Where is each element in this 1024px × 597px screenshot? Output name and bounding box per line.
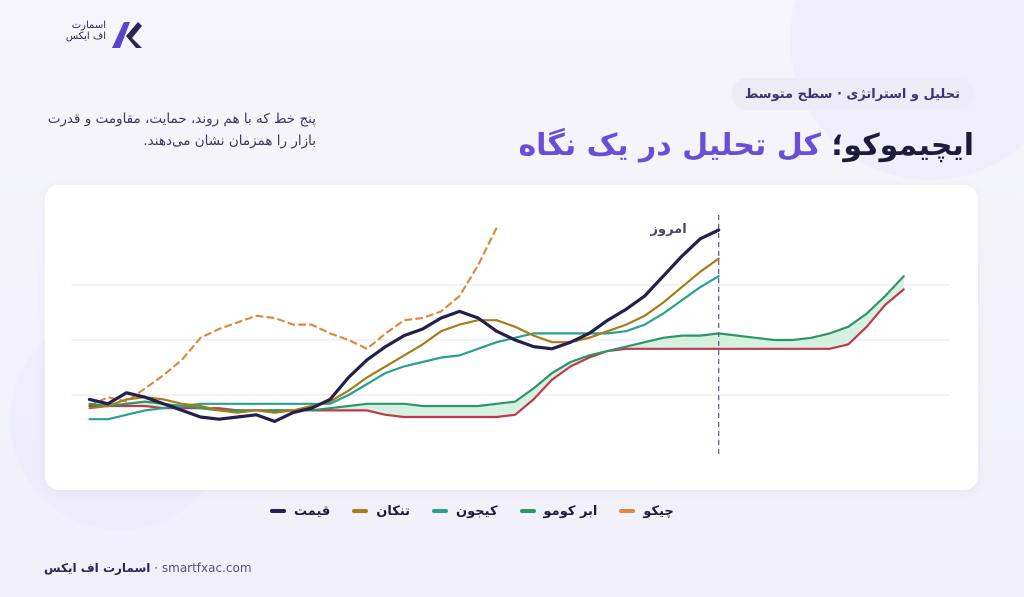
logo-text: اسمارت اف ایکس bbox=[65, 20, 106, 42]
legend-swatch bbox=[432, 509, 449, 513]
kumo-cloud-segment bbox=[441, 406, 460, 417]
legend-swatch bbox=[519, 509, 536, 513]
category-pill: تحلیل و استراتژی · سطح متوسط bbox=[730, 78, 974, 110]
legend-label: چیکو bbox=[643, 503, 674, 519]
kumo-cloud-segment bbox=[422, 406, 442, 417]
legend-label: قیمت bbox=[294, 503, 331, 519]
kumo-cloud-segment bbox=[663, 335, 682, 349]
description-text: پنج خط که با هم روند، حمایت، مقاومت و قد… bbox=[47, 111, 316, 149]
series-line bbox=[88, 288, 905, 419]
kumo-cloud-segment bbox=[681, 335, 701, 349]
kumo-cloud-segment bbox=[718, 333, 738, 349]
title-part-accent: کل تحلیل در یک نگاه bbox=[518, 128, 821, 163]
kumo-cloud-segment bbox=[866, 296, 886, 327]
brand-mark-icon bbox=[112, 22, 142, 48]
legend-item: قیمت bbox=[270, 504, 330, 519]
chart-legend: قیمت تنکان کیجون ابر کومو چیکو bbox=[270, 500, 750, 522]
chart-card: امروز bbox=[45, 185, 978, 490]
legend-item: کیجون bbox=[432, 503, 498, 519]
kumo-cloud-segment bbox=[700, 333, 719, 349]
kumo-cloud-segment bbox=[737, 335, 756, 349]
kumo-cloud-segment bbox=[404, 403, 423, 417]
kumo-cloud-segment bbox=[496, 401, 516, 417]
footer-brand: اسمارت اف ایکس bbox=[44, 561, 151, 575]
legend-item: تنکان bbox=[352, 504, 410, 519]
kumo-cloud-segment bbox=[385, 403, 405, 417]
legend-swatch bbox=[270, 509, 286, 513]
legend-swatch bbox=[352, 509, 369, 513]
footer: اسمارت اف ایکس · smartfxac.com bbox=[44, 561, 252, 575]
legend-label: ابر کومو bbox=[543, 503, 598, 519]
series-line bbox=[88, 257, 720, 414]
kumo-cloud-segment bbox=[459, 406, 479, 417]
kumo-cloud-segment bbox=[848, 313, 867, 345]
legend-label: کیجون bbox=[456, 503, 498, 519]
legend-swatch bbox=[619, 509, 636, 513]
kumo-cloud-segment bbox=[367, 403, 386, 415]
kumo-cloud-segment bbox=[478, 403, 497, 417]
kumo-cloud-segment bbox=[515, 388, 534, 415]
kumo-cloud-segment bbox=[533, 373, 553, 400]
title-part-main: ایچیموکو؛ bbox=[831, 128, 974, 163]
kumo-cloud-segment bbox=[644, 337, 664, 349]
series-line bbox=[87, 228, 721, 423]
ichimoku-chart: امروز bbox=[71, 215, 950, 455]
legend-item: ابر کومو bbox=[519, 503, 598, 519]
brand-logo: اسمارت اف ایکس bbox=[62, 14, 152, 60]
legend-label: تنکان bbox=[376, 503, 411, 519]
page-title: ایچیموکو؛ کل تحلیل در یک نگاه bbox=[518, 128, 974, 163]
footer-site: smartfxac.com bbox=[161, 561, 252, 575]
series-line bbox=[88, 226, 498, 408]
footer-separator: · bbox=[154, 561, 162, 575]
kumo-cloud-segment bbox=[774, 340, 793, 349]
kumo-cloud-segment bbox=[885, 276, 904, 305]
today-label: امروز bbox=[650, 222, 687, 237]
legend-item: چیکو bbox=[619, 503, 674, 519]
